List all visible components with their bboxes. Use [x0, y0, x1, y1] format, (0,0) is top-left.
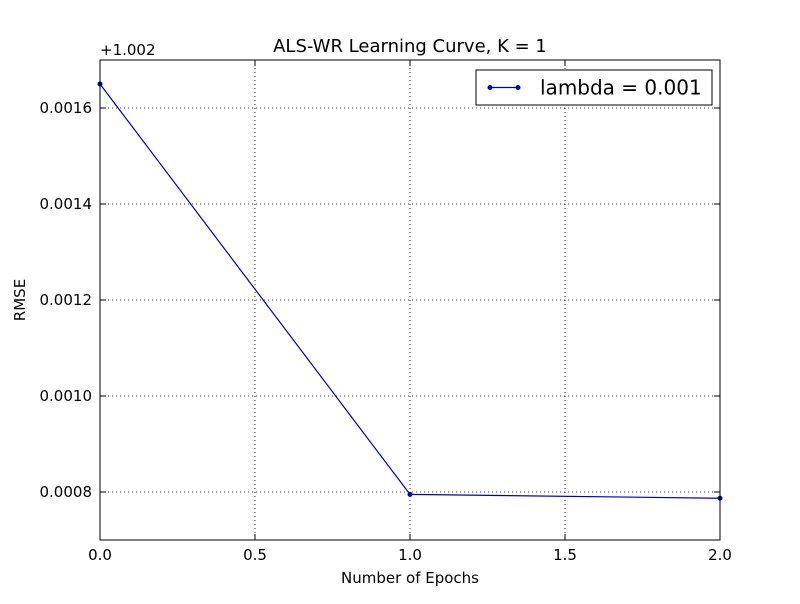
x-tick-label: 1.5 — [553, 546, 577, 564]
x-axis-label: Number of Epochs — [341, 569, 479, 587]
x-tick-label: 0.5 — [243, 546, 267, 564]
y-tick-label: 0.0010 — [40, 387, 93, 405]
y-tick-label: 0.0008 — [40, 483, 93, 501]
series-layer — [97, 81, 723, 501]
x-tick-label: 2.0 — [708, 546, 732, 564]
x-tick-label: 1.0 — [398, 546, 422, 564]
y-tick-label: 0.0014 — [40, 195, 93, 213]
legend-entry-label: lambda = 0.001 — [540, 76, 702, 100]
y-axis-label: RMSE — [11, 279, 29, 321]
x-tick-label: 0.0 — [88, 546, 112, 564]
tick-labels: 0.0 0.5 1.0 1.5 2.0 0.0008 0.0010 0.0012 0.0014 0… — [40, 99, 732, 564]
y-tick-label: 0.0016 — [40, 99, 93, 117]
data-point — [407, 491, 413, 497]
tick-marks — [99, 60, 721, 540]
legend: lambda = 0.001 — [475, 69, 713, 106]
legend-marker-left — [487, 85, 493, 90]
chart-title: ALS-WR Learning Curve, K = 1 — [273, 36, 547, 57]
grid-lines — [100, 60, 720, 540]
y-axis-offset-label: +1.002 — [100, 41, 156, 59]
y-tick-label: 0.0012 — [40, 291, 93, 309]
legend-marker-right — [515, 85, 521, 90]
